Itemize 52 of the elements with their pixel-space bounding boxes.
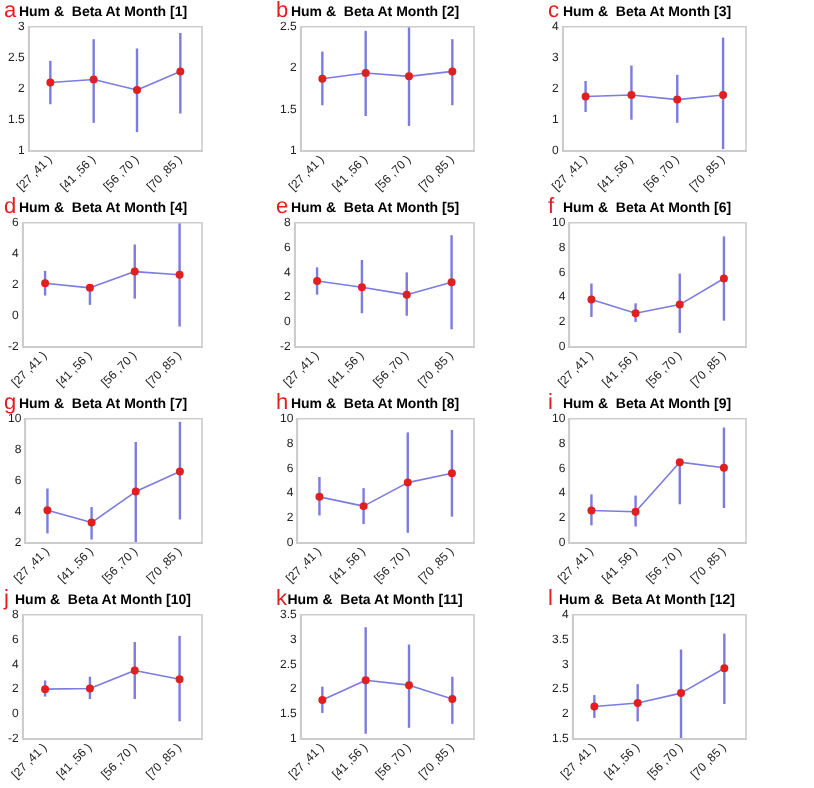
point [720, 664, 729, 673]
point [448, 695, 457, 704]
point [313, 277, 322, 286]
point [631, 309, 640, 318]
point [631, 507, 640, 516]
point [175, 270, 184, 279]
point [43, 506, 52, 515]
point [175, 467, 184, 476]
point [315, 492, 324, 501]
text: h [276, 391, 289, 416]
point [361, 676, 370, 685]
point [87, 518, 96, 527]
point [447, 469, 456, 478]
point [402, 290, 411, 299]
point [587, 506, 596, 515]
point [85, 283, 94, 292]
point [175, 675, 184, 684]
point [587, 295, 596, 304]
point [46, 78, 55, 87]
point [131, 487, 140, 496]
point [719, 463, 728, 472]
point [89, 75, 98, 84]
text: i [548, 391, 553, 416]
text: d [4, 195, 17, 220]
point [719, 274, 728, 283]
text: f [548, 195, 556, 220]
text: e [276, 195, 289, 220]
point [176, 67, 185, 76]
text: b [276, 0, 289, 24]
point [359, 502, 368, 511]
text: j [2, 587, 9, 612]
point [85, 684, 94, 693]
point [318, 696, 327, 705]
point [41, 279, 50, 288]
point [677, 689, 686, 698]
point [41, 685, 50, 694]
text: l [548, 587, 553, 612]
text: c [548, 0, 560, 24]
point [633, 699, 642, 708]
point [405, 681, 414, 690]
point [403, 478, 412, 487]
point [675, 300, 684, 309]
text: k [276, 587, 288, 612]
point [357, 283, 366, 292]
text: a [4, 0, 18, 24]
point [130, 666, 139, 675]
point [590, 702, 599, 711]
point [447, 278, 456, 287]
text: g [4, 391, 17, 416]
point [130, 267, 139, 276]
point [133, 85, 142, 94]
point [675, 458, 684, 467]
